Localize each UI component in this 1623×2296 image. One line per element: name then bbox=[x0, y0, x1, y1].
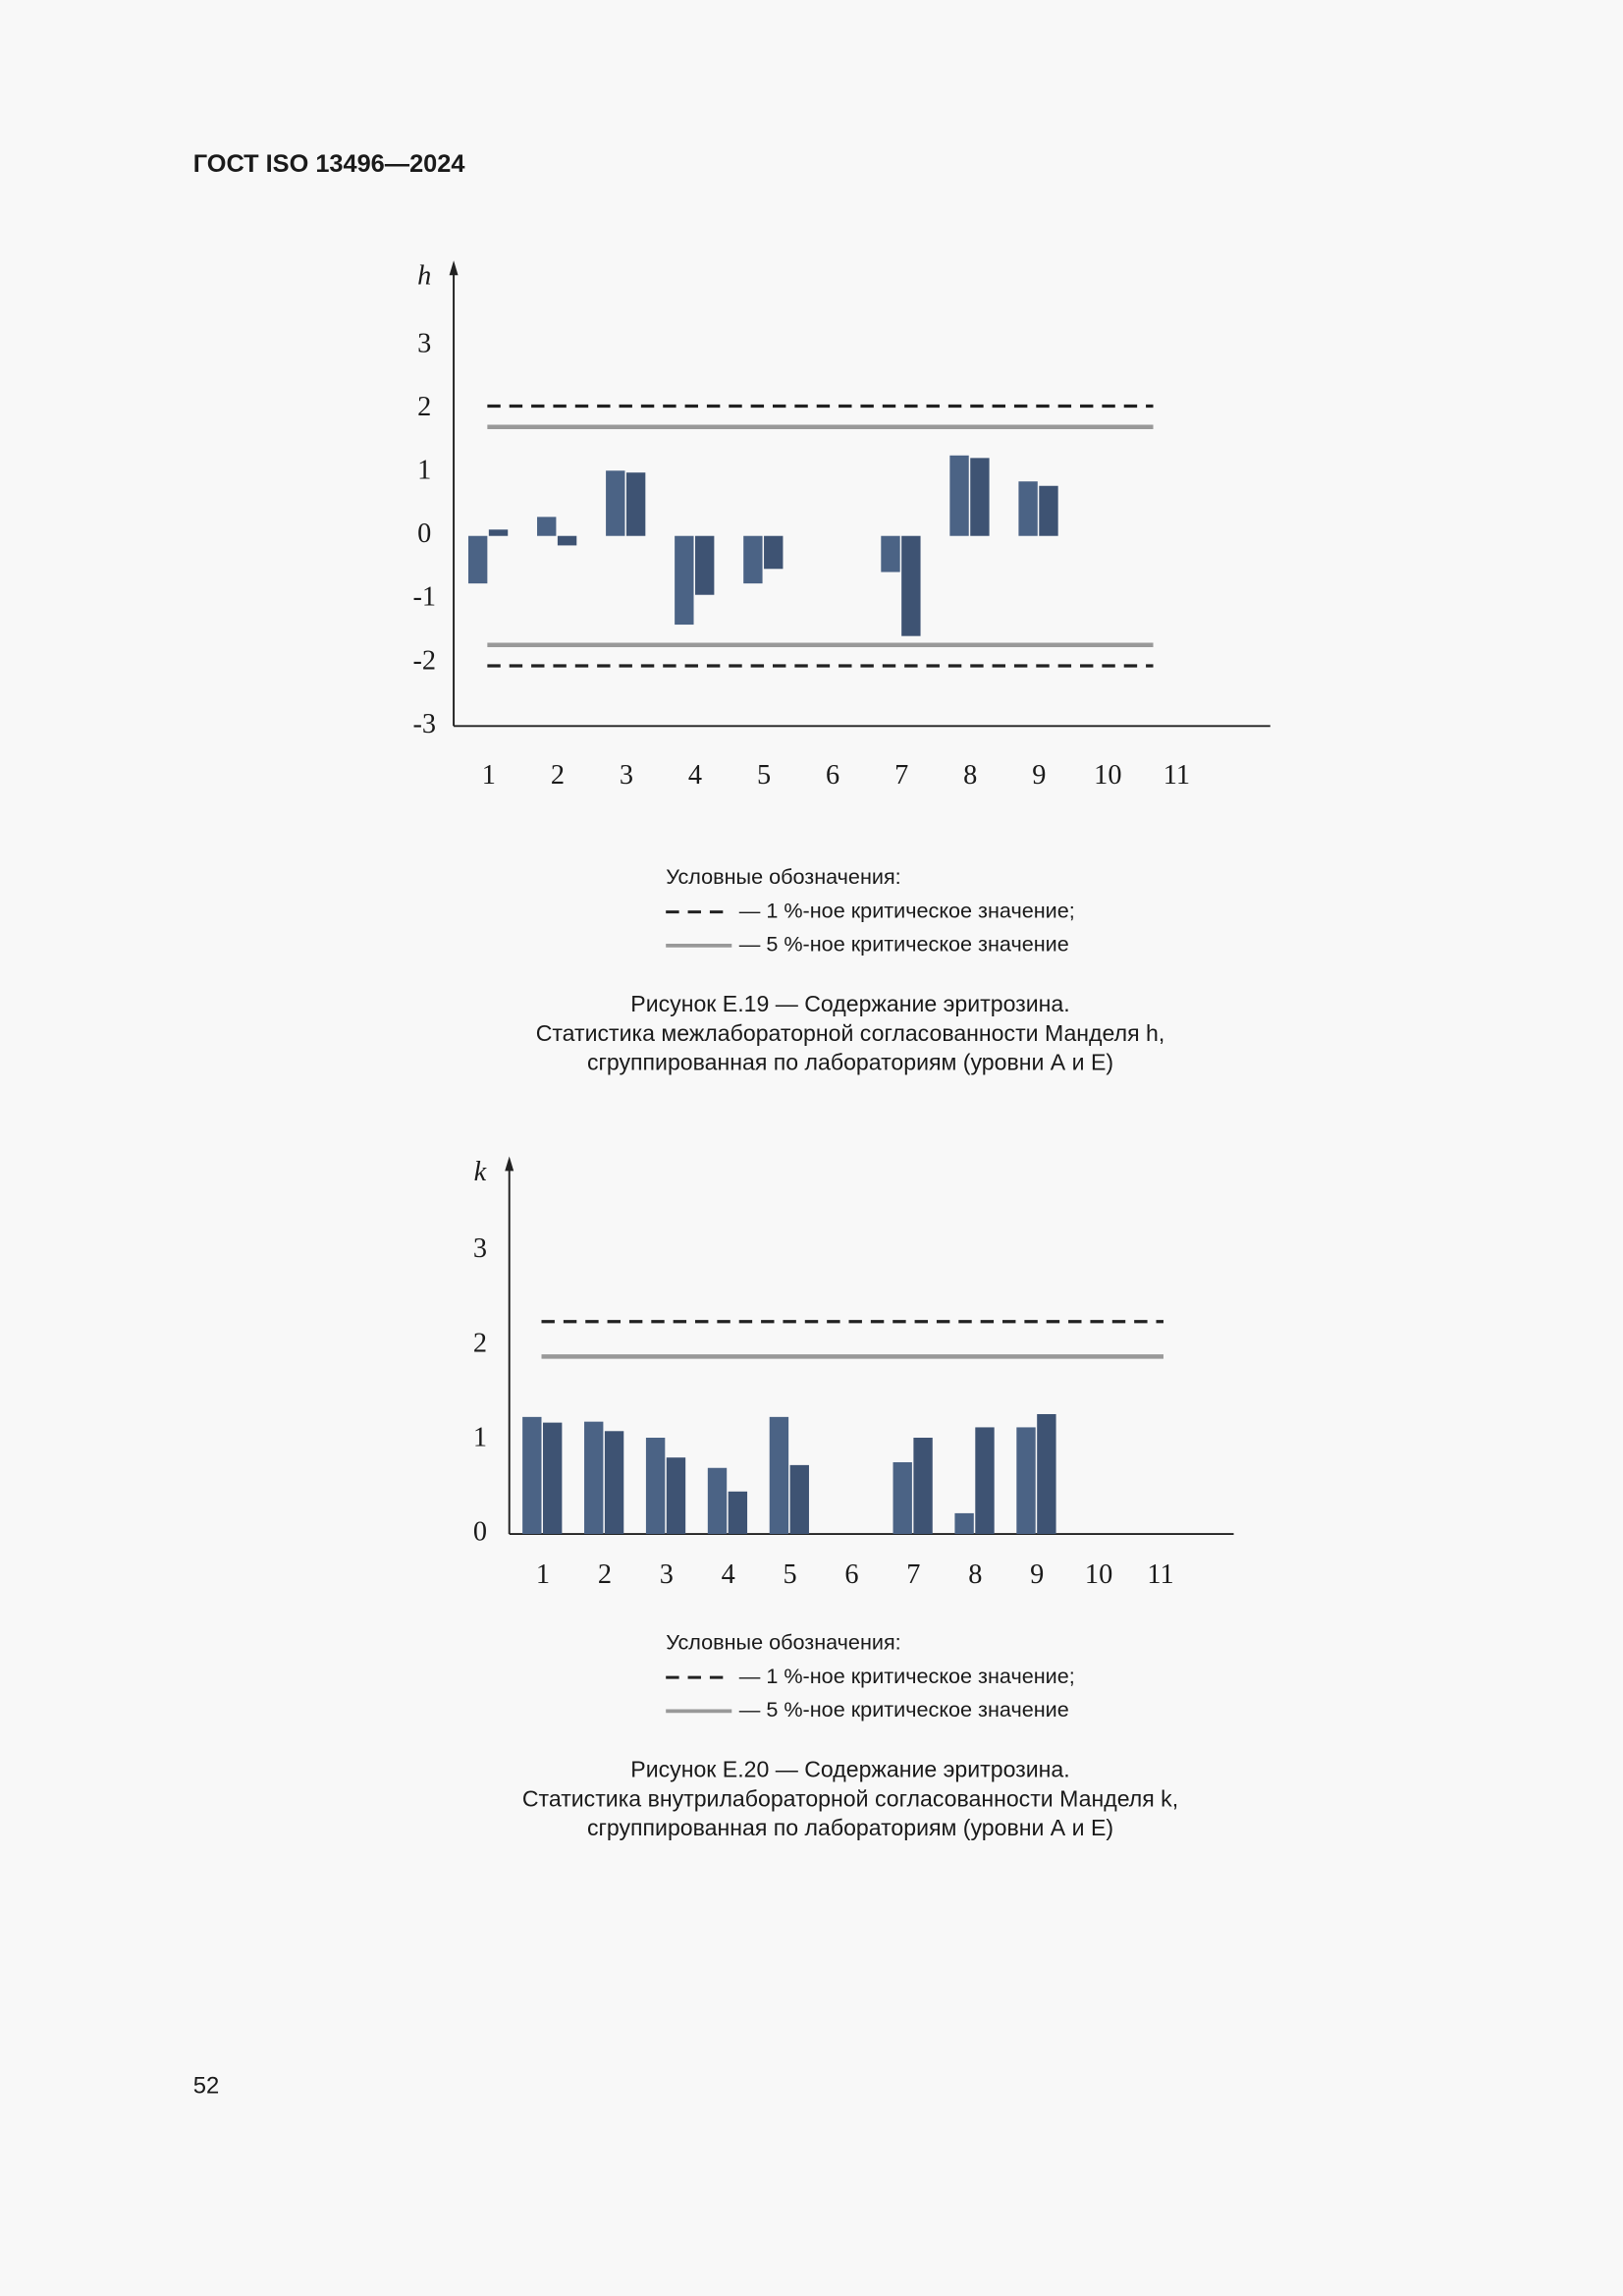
y-tick-label: 0 bbox=[417, 519, 431, 549]
bar bbox=[584, 1421, 604, 1535]
bar bbox=[1039, 485, 1058, 536]
bar bbox=[975, 1427, 995, 1535]
bar bbox=[625, 472, 646, 536]
x-tick-label: 2 bbox=[598, 1559, 612, 1590]
y-tick-label: 0 bbox=[473, 1517, 487, 1548]
legend-label: — 5 %-ное критическое значение bbox=[739, 932, 1069, 957]
y-axis-arrow bbox=[449, 260, 459, 276]
bar bbox=[970, 458, 990, 536]
y-tick-label: -2 bbox=[412, 645, 436, 676]
bar bbox=[542, 1422, 563, 1535]
y-tick-label: 3 bbox=[417, 329, 431, 359]
y-tick-label: 1 bbox=[473, 1422, 487, 1452]
bar bbox=[1037, 1413, 1056, 1535]
x-tick-label: 10 bbox=[1094, 760, 1121, 791]
header-title: ГОСТ ISO 13496—2024 bbox=[193, 150, 465, 178]
x-tick-label: 5 bbox=[784, 1559, 797, 1590]
x-tick-label: 2 bbox=[551, 760, 565, 791]
bar bbox=[954, 1512, 974, 1535]
x-tick-label: 11 bbox=[1163, 760, 1190, 791]
x-tick-label: 7 bbox=[906, 1559, 920, 1590]
y-axis-label: k bbox=[474, 1157, 487, 1187]
bar bbox=[695, 535, 715, 595]
y-axis-arrow bbox=[505, 1156, 514, 1172]
bar bbox=[666, 1457, 686, 1535]
x-tick-label: 3 bbox=[620, 760, 633, 791]
bar bbox=[606, 470, 625, 536]
bar bbox=[743, 535, 763, 584]
bar bbox=[949, 455, 969, 536]
x-tick-label: 7 bbox=[894, 760, 908, 791]
x-tick-label: 4 bbox=[722, 1559, 735, 1590]
bar bbox=[467, 535, 488, 584]
bar bbox=[764, 535, 784, 570]
y-tick-label: 3 bbox=[473, 1233, 487, 1264]
x-tick-label: 4 bbox=[688, 760, 702, 791]
figure-caption: Рисунок Е.20 — Содержание эритрозина. bbox=[630, 1757, 1069, 1782]
x-tick-label: 1 bbox=[536, 1559, 550, 1590]
figure-caption: Рисунок Е.19 — Содержание эритрозина. bbox=[630, 991, 1069, 1016]
bar bbox=[707, 1467, 728, 1535]
bar bbox=[769, 1416, 789, 1535]
y-tick-label: -1 bbox=[412, 582, 436, 613]
bar bbox=[881, 535, 900, 573]
x-tick-label: 5 bbox=[757, 760, 771, 791]
bar bbox=[604, 1431, 624, 1535]
bar bbox=[645, 1438, 666, 1535]
bar bbox=[1016, 1427, 1036, 1535]
bar bbox=[901, 535, 921, 636]
y-tick-label: 1 bbox=[417, 456, 431, 486]
bar bbox=[1018, 481, 1038, 536]
legend-title: Условные обозначения: bbox=[666, 1630, 900, 1655]
bar bbox=[913, 1438, 933, 1535]
x-tick-label: 9 bbox=[1030, 1559, 1044, 1590]
y-axis-label: h bbox=[417, 261, 431, 292]
legend-label: — 1 %-ное критическое значение; bbox=[739, 898, 1075, 922]
figure-caption: сгруппированная по лабораториям (уровни … bbox=[587, 1815, 1113, 1840]
bar bbox=[537, 517, 557, 536]
x-tick-label: 11 bbox=[1147, 1559, 1173, 1590]
x-tick-label: 9 bbox=[1032, 760, 1046, 791]
x-tick-label: 6 bbox=[844, 1559, 858, 1590]
x-tick-label: 8 bbox=[963, 760, 977, 791]
bar bbox=[522, 1416, 542, 1535]
bar bbox=[557, 535, 577, 546]
legend-label: — 5 %-ное критическое значение bbox=[739, 1697, 1069, 1722]
x-tick-label: 3 bbox=[660, 1559, 674, 1590]
x-tick-label: 10 bbox=[1085, 1559, 1112, 1590]
figure-caption: сгруппированная по лабораториям (уровни … bbox=[587, 1050, 1113, 1075]
legend-title: Условные обозначения: bbox=[666, 864, 900, 889]
figure-caption: Статистика межлабораторной согласованнос… bbox=[536, 1020, 1165, 1046]
y-tick-label: 2 bbox=[473, 1328, 487, 1358]
x-tick-label: 1 bbox=[482, 760, 496, 791]
x-tick-label: 6 bbox=[826, 760, 839, 791]
bar bbox=[893, 1461, 912, 1535]
y-tick-label: 2 bbox=[417, 392, 431, 422]
bar bbox=[488, 529, 509, 536]
page-number: 52 bbox=[193, 2073, 220, 2100]
figure-caption: Статистика внутрилабораторной согласован… bbox=[522, 1785, 1178, 1811]
bar bbox=[675, 535, 694, 626]
bar bbox=[728, 1491, 748, 1535]
x-tick-label: 8 bbox=[968, 1559, 982, 1590]
legend-label: — 1 %-ное критическое значение; bbox=[739, 1664, 1075, 1688]
bar bbox=[789, 1464, 809, 1535]
y-tick-label: -3 bbox=[412, 709, 436, 739]
